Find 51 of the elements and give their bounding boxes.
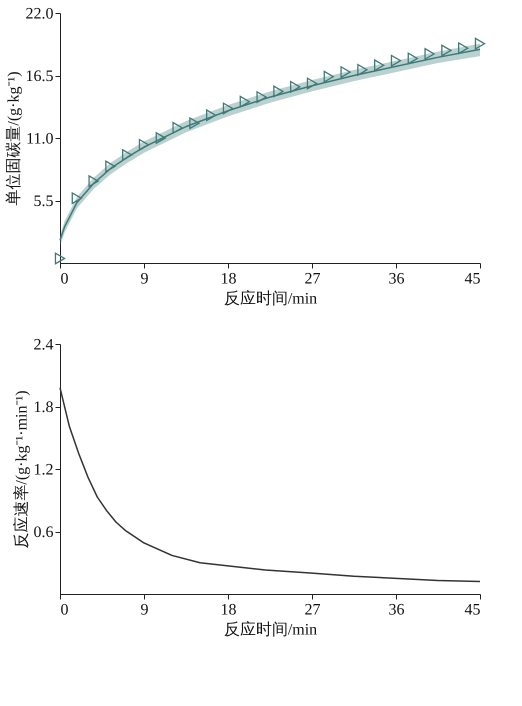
point bbox=[138, 138, 150, 151]
y-tick-label: 22.0 bbox=[26, 6, 54, 22]
point bbox=[240, 96, 250, 108]
x-axis-title: 反应时间/min bbox=[224, 620, 318, 638]
point bbox=[256, 91, 267, 103]
x-tick-label: 0 bbox=[60, 602, 68, 618]
point bbox=[54, 252, 66, 264]
point bbox=[340, 66, 351, 78]
x-axis-title: 反应时间/min bbox=[224, 290, 318, 308]
y-axis-title: 反应速率/(g·kg⁻¹·min⁻¹) bbox=[12, 390, 30, 549]
point bbox=[424, 48, 435, 60]
point bbox=[474, 38, 486, 50]
point bbox=[306, 78, 318, 90]
y-tick-label: 1.8 bbox=[34, 399, 54, 416]
point bbox=[458, 42, 468, 54]
point bbox=[172, 122, 183, 134]
point bbox=[357, 64, 368, 76]
y-tick-label: 16.5 bbox=[26, 68, 54, 85]
point bbox=[189, 117, 200, 130]
point bbox=[441, 44, 452, 56]
line-series bbox=[59, 387, 481, 582]
x-tick-label: 36 bbox=[388, 270, 404, 288]
x-tick-label: 27 bbox=[304, 270, 320, 288]
x-tick-label: 45 bbox=[464, 270, 480, 288]
point bbox=[105, 160, 116, 172]
y-tick-label: 0.6 bbox=[34, 524, 54, 541]
point bbox=[273, 86, 284, 98]
y-tick-label: 11.0 bbox=[26, 130, 54, 148]
point bbox=[88, 175, 99, 188]
x-tick-label: 45 bbox=[464, 602, 480, 618]
x-tick-label: 9 bbox=[140, 602, 148, 618]
point bbox=[324, 70, 334, 83]
x-tick-label: 18 bbox=[220, 270, 236, 288]
y-tick-label: 5.5 bbox=[34, 193, 54, 210]
point bbox=[156, 132, 166, 144]
point bbox=[290, 80, 300, 93]
point bbox=[206, 109, 216, 122]
x-tick-label: 18 bbox=[220, 602, 236, 618]
point bbox=[222, 102, 234, 114]
point bbox=[408, 52, 418, 64]
x-tick-label: 27 bbox=[304, 602, 320, 618]
point bbox=[72, 192, 82, 204]
x-tick-label: 9 bbox=[140, 270, 148, 288]
point bbox=[374, 59, 384, 72]
point bbox=[122, 149, 132, 161]
y-tick-label: 2.4 bbox=[34, 336, 54, 354]
y-tick-label: 1.2 bbox=[34, 462, 54, 478]
x-tick-label: 36 bbox=[388, 602, 404, 618]
x-tick-label: 0 bbox=[60, 270, 68, 288]
point bbox=[390, 54, 402, 67]
y-axis-title: 单位固碳量/(g·kg⁻¹) bbox=[4, 71, 22, 206]
